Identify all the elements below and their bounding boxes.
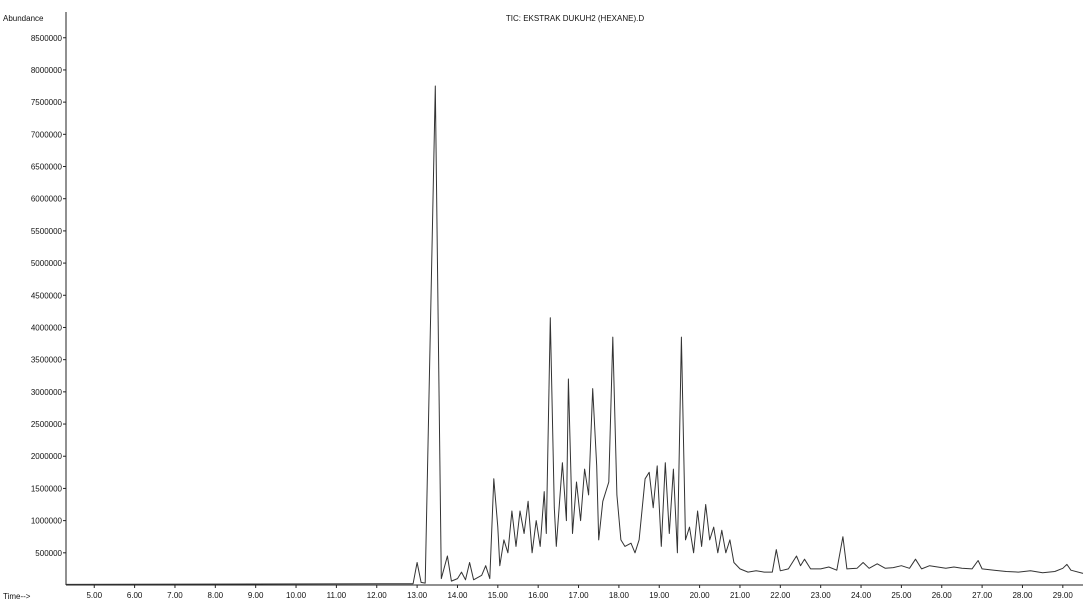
y-tick-label: 500000 bbox=[35, 549, 62, 558]
x-tick-label: 8.00 bbox=[208, 591, 224, 600]
x-tick-label: 27.00 bbox=[972, 591, 993, 600]
y-tick-label: 6500000 bbox=[31, 163, 63, 172]
x-tick-label: 6.00 bbox=[127, 591, 143, 600]
y-tick-label: 5000000 bbox=[31, 259, 63, 268]
x-tick-label: 7.00 bbox=[167, 591, 183, 600]
x-tick-label: 18.00 bbox=[609, 591, 630, 600]
x-tick-label: 17.00 bbox=[569, 591, 590, 600]
y-tick-label: 1500000 bbox=[31, 484, 63, 493]
y-tick-label: 2000000 bbox=[31, 452, 63, 461]
tic-trace-group bbox=[65, 85, 1084, 585]
y-tick-label: 4000000 bbox=[31, 323, 63, 332]
x-tick-label: 9.00 bbox=[248, 591, 264, 600]
tic-trace-line bbox=[65, 85, 1084, 585]
x-tick-label: 24.00 bbox=[851, 591, 872, 600]
y-tick-label: 1000000 bbox=[31, 517, 63, 526]
x-tick-label: 21.00 bbox=[730, 591, 751, 600]
x-axis-label: Time--> bbox=[3, 592, 31, 601]
y-tick-label: 3500000 bbox=[31, 356, 63, 365]
y-tick-label: 7500000 bbox=[31, 98, 63, 107]
x-tick-label: 14.00 bbox=[447, 591, 468, 600]
x-tick-label: 28.00 bbox=[1012, 591, 1033, 600]
y-axis-ticks: 500000 1000000 1500000 2000000 2500000 300000… bbox=[31, 34, 66, 558]
y-tick-label: 7000000 bbox=[31, 130, 63, 139]
y-tick-label: 4500000 bbox=[31, 291, 63, 300]
x-tick-label: 16.00 bbox=[528, 591, 549, 600]
x-tick-label: 11.00 bbox=[327, 591, 347, 600]
x-tick-label: 15.00 bbox=[488, 591, 509, 600]
x-tick-label: 13.00 bbox=[407, 591, 428, 600]
chart-title: TIC: EKSTRAK DUKUH2 (HEXANE).D bbox=[506, 14, 644, 23]
x-tick-label: 29.00 bbox=[1053, 591, 1074, 600]
y-tick-label: 8500000 bbox=[31, 34, 63, 43]
y-axis-label: Abundance bbox=[3, 14, 44, 23]
y-tick-label: 2500000 bbox=[31, 420, 63, 429]
y-tick-label: 5500000 bbox=[31, 227, 63, 236]
y-tick-label: 3000000 bbox=[31, 388, 63, 397]
x-tick-label: 20.00 bbox=[690, 591, 711, 600]
x-tick-label: 12.00 bbox=[367, 591, 388, 600]
x-tick-label: 22.00 bbox=[770, 591, 791, 600]
x-tick-label: 26.00 bbox=[932, 591, 953, 600]
x-tick-label: 25.00 bbox=[891, 591, 912, 600]
y-tick-label: 6000000 bbox=[31, 195, 63, 204]
x-tick-label: 10.00 bbox=[286, 591, 307, 600]
y-tick-label: 8000000 bbox=[31, 66, 63, 75]
x-axis-ticks: 5.00 6.00 7.00 8.00 9.00 10.00 11.00 12.00 13.00… bbox=[86, 585, 1073, 600]
x-tick-label: 5.00 bbox=[86, 591, 102, 600]
x-tick-label: 19.00 bbox=[649, 591, 670, 600]
x-tick-label: 23.00 bbox=[811, 591, 832, 600]
chart-axes bbox=[65, 12, 1083, 586]
